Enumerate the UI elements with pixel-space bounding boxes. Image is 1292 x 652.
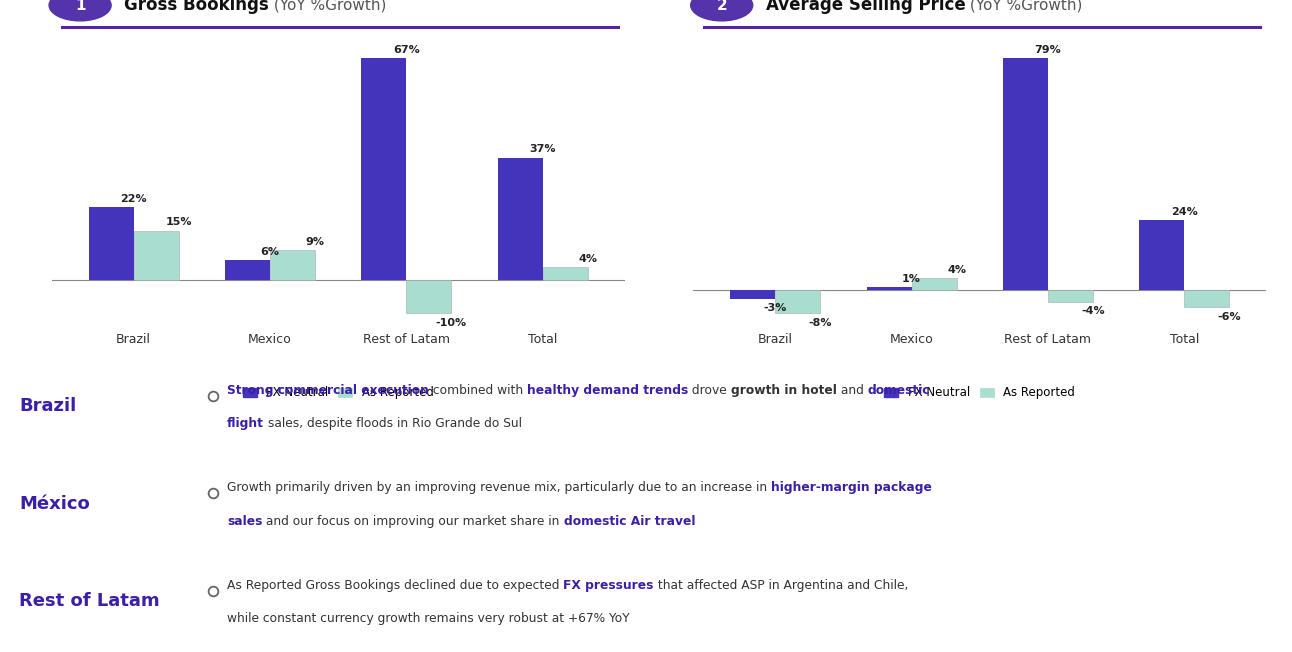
Text: combined with: combined with: [429, 384, 527, 396]
Bar: [543, 267, 588, 280]
Text: (YoY %Growth): (YoY %Growth): [269, 0, 386, 13]
Text: (YoY %Growth): (YoY %Growth): [965, 0, 1083, 13]
Bar: [225, 260, 270, 280]
Text: -10%: -10%: [435, 318, 466, 328]
Bar: [775, 290, 820, 313]
Text: 37%: 37%: [530, 144, 556, 155]
Text: 22%: 22%: [120, 194, 147, 204]
Text: while constant currency growth remains very robust at +67% YoY: while constant currency growth remains v…: [227, 612, 629, 625]
Text: drove: drove: [689, 384, 731, 396]
Text: sales: sales: [227, 515, 262, 528]
Text: 2: 2: [716, 0, 727, 13]
Text: sales, despite floods in Rio Grande do Sul: sales, despite floods in Rio Grande do S…: [264, 417, 522, 430]
Text: 9%: 9%: [305, 237, 324, 247]
Text: flight: flight: [227, 417, 264, 430]
Bar: [406, 280, 451, 313]
Text: 4%: 4%: [579, 254, 597, 263]
Text: As Reported Gross Bookings declined due to expected: As Reported Gross Bookings declined due …: [227, 579, 563, 592]
Text: healthy demand trends: healthy demand trends: [527, 384, 689, 396]
Text: Gross Bookings: Gross Bookings: [124, 0, 269, 14]
Text: 67%: 67%: [393, 45, 420, 55]
Bar: [270, 250, 315, 280]
Text: México: México: [19, 495, 90, 512]
Bar: [867, 287, 912, 290]
Text: FX pressures: FX pressures: [563, 579, 654, 592]
Text: 15%: 15%: [165, 217, 191, 227]
Text: Average Selling Price: Average Selling Price: [766, 0, 965, 14]
Text: -4%: -4%: [1081, 306, 1105, 316]
Text: 79%: 79%: [1035, 46, 1061, 55]
Text: -8%: -8%: [809, 318, 832, 328]
Text: domestic Air travel: domestic Air travel: [563, 515, 695, 528]
Text: Strong commercial execution: Strong commercial execution: [227, 384, 429, 396]
Text: -6%: -6%: [1217, 312, 1242, 322]
Text: Brazil: Brazil: [19, 397, 76, 415]
Text: higher-margin package: higher-margin package: [771, 481, 932, 494]
Bar: [497, 158, 543, 280]
Legend: FX Neutral, As Reported: FX Neutral, As Reported: [880, 382, 1080, 404]
Text: 24%: 24%: [1171, 207, 1198, 216]
Bar: [730, 290, 775, 299]
Bar: [1003, 59, 1048, 290]
Bar: [89, 207, 133, 280]
Text: growth in hotel: growth in hotel: [731, 384, 837, 396]
Text: that affected ASP in Argentina and Chile,: that affected ASP in Argentina and Chile…: [654, 579, 908, 592]
Legend: FX Neutral, As Reported: FX Neutral, As Reported: [238, 382, 438, 404]
Text: 4%: 4%: [947, 265, 966, 275]
Bar: [362, 59, 406, 280]
Text: Growth primarily driven by an improving revenue mix, particularly due to an incr: Growth primarily driven by an improving …: [227, 481, 771, 494]
Text: -3%: -3%: [764, 303, 787, 313]
Bar: [133, 231, 178, 280]
Text: and: and: [837, 384, 867, 396]
Text: and our focus on improving our market share in: and our focus on improving our market sh…: [262, 515, 563, 528]
Bar: [912, 278, 956, 290]
Bar: [1140, 220, 1185, 290]
Text: 1: 1: [75, 0, 85, 13]
Bar: [1048, 290, 1093, 301]
Text: domestic: domestic: [867, 384, 930, 396]
Text: 1%: 1%: [902, 274, 921, 284]
Text: Rest of Latam: Rest of Latam: [19, 592, 160, 610]
Text: 6%: 6%: [261, 247, 279, 257]
Bar: [1185, 290, 1229, 307]
